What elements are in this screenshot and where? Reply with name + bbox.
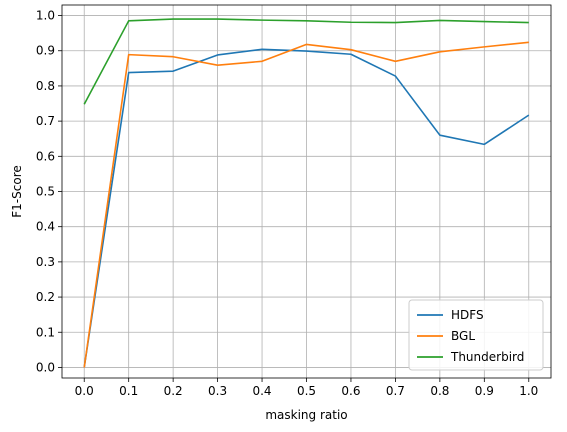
x-tick-label: 0.7 — [386, 384, 405, 398]
legend-label-bgl: BGL — [451, 329, 475, 343]
legend-box — [408, 299, 544, 371]
y-tick-label: 0.0 — [36, 360, 55, 374]
x-tick-label: 1.0 — [519, 384, 538, 398]
y-tick-label: 0.9 — [36, 44, 55, 58]
legend: HDFS BGL Thunderbird — [408, 299, 544, 371]
x-tick-label: 0.2 — [164, 384, 183, 398]
y-tick-label: 0.4 — [36, 220, 55, 234]
x-tick-label: 0.6 — [341, 384, 360, 398]
y-tick-label: 0.6 — [36, 149, 55, 163]
y-axis-label: F1-Score — [10, 165, 24, 217]
y-tick-label: 0.3 — [36, 255, 55, 269]
y-tick-label: 0.5 — [36, 185, 55, 199]
x-tick-label: 0.9 — [475, 384, 494, 398]
legend-label-thunderbird: Thunderbird — [450, 350, 524, 364]
x-tick-label: 0.8 — [430, 384, 449, 398]
series-layer — [83, 18, 530, 368]
y-tick-label: 0.2 — [36, 290, 55, 304]
y-axis-ticks: 0.0 0.1 0.2 0.3 0.4 0.5 0.6 0.7 0.8 0.9 1.0 — [36, 9, 62, 374]
y-tick-label: 0.8 — [36, 79, 55, 93]
x-tick-label: 0.3 — [208, 384, 227, 398]
y-tick-label: 0.1 — [36, 325, 55, 339]
x-tick-label: 0.4 — [252, 384, 271, 398]
legend-label-hdfs: HDFS — [451, 308, 484, 322]
x-axis-label: masking ratio — [265, 408, 347, 422]
y-tick-label: 1.0 — [36, 9, 55, 23]
x-tick-label: 0.1 — [119, 384, 138, 398]
x-tick-label: 0.0 — [75, 384, 94, 398]
y-tick-label: 0.7 — [36, 114, 55, 128]
x-axis-ticks: 0.0 0.1 0.2 0.3 0.4 0.5 0.6 0.7 0.8 0.9 1.0 — [75, 378, 538, 398]
x-tick-label: 0.5 — [297, 384, 316, 398]
